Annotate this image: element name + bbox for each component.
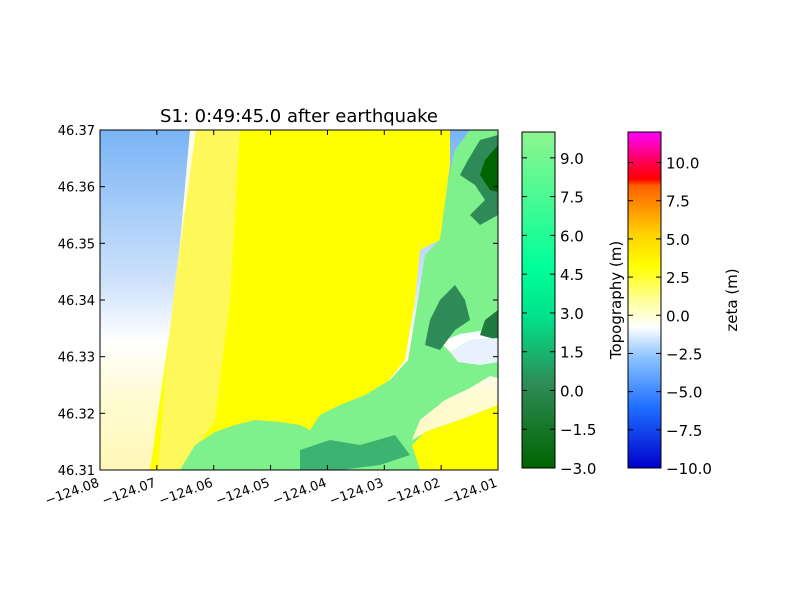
y-tick-label: 46.34 <box>58 294 95 309</box>
y-tick-label: 46.33 <box>58 351 95 366</box>
colorbar-tick-label: 0.0 <box>666 307 690 325</box>
dark-hills-north-core <box>480 145 498 192</box>
dark-hills-mid-east <box>480 310 498 340</box>
x-tick-label: −124.07 <box>100 476 158 509</box>
x-tick-label: −124.02 <box>384 476 442 509</box>
colorbar-tick-label: 2.5 <box>666 269 690 287</box>
inland-inundation <box>412 405 498 470</box>
x-tick-label: −124.01 <box>441 476 499 509</box>
y-tick-label: 46.31 <box>58 464 95 479</box>
x-tick-label: −124.04 <box>271 476 329 509</box>
y-tick-label: 46.35 <box>58 237 95 252</box>
zeta-colorbar: −10.0 −7.5 −5.0 −2.5 0.0 2.5 5.0 7.5 10.0 zeta (… <box>627 131 741 478</box>
y-axis: 46.31 46.32 46.33 46.34 46.35 46.36 46.37 <box>58 124 498 479</box>
land-fill <box>180 130 498 470</box>
colorbar-tick-label: −5.0 <box>666 384 702 402</box>
colorbar-tick-label: 6.0 <box>560 227 584 245</box>
colorbar-tick-label: 0.0 <box>560 382 584 400</box>
bay-water <box>450 338 498 365</box>
colorbar-tick-label: 7.5 <box>560 189 584 207</box>
dark-hills-mid <box>425 285 470 350</box>
colorbar-tick-label: −7.5 <box>666 422 702 440</box>
zeta-colorbar-label: zeta (m) <box>723 268 741 331</box>
y-tick-label: 46.37 <box>58 124 95 139</box>
y-tick-label: 46.32 <box>58 407 95 422</box>
colorbar-tick-label: −1.5 <box>560 421 596 439</box>
colorbar-tick-label: 3.0 <box>560 305 584 323</box>
colorbar-tick-label: 4.5 <box>560 266 584 284</box>
x-tick-label: −124.08 <box>43 476 101 509</box>
topography-colorbar-bar <box>521 131 556 469</box>
inundation-light <box>158 130 240 470</box>
chart-title: S1: 0:49:45.0 after earthquake <box>160 106 438 127</box>
colorbar-tick-label: 10.0 <box>666 155 699 173</box>
dark-hills-south <box>300 435 410 470</box>
zeta-colorbar-bar <box>627 131 662 469</box>
x-tick-label: −124.03 <box>328 476 386 509</box>
colorbar-tick-label: −10.0 <box>666 460 712 478</box>
topography-colorbar: −3.0 −1.5 0.0 1.5 3.0 4.5 6.0 7.5 9.0 Topography… <box>521 131 625 478</box>
x-tick-label: −124.06 <box>157 476 215 509</box>
colorbar-tick-label: −2.5 <box>666 345 702 363</box>
colorbar-tick-label: −3.0 <box>560 460 596 478</box>
colorbar-tick-label: 9.0 <box>560 150 584 168</box>
colorbar-tick-label: 5.0 <box>666 231 690 249</box>
colorbar-tick-label: 7.5 <box>666 193 690 211</box>
topography-colorbar-label: Topography (m) <box>607 241 625 360</box>
y-tick-label: 46.36 <box>58 181 95 196</box>
colorbar-tick-label: 1.5 <box>560 344 584 362</box>
plot-area <box>100 130 498 470</box>
x-tick-label: −124.05 <box>214 476 272 509</box>
